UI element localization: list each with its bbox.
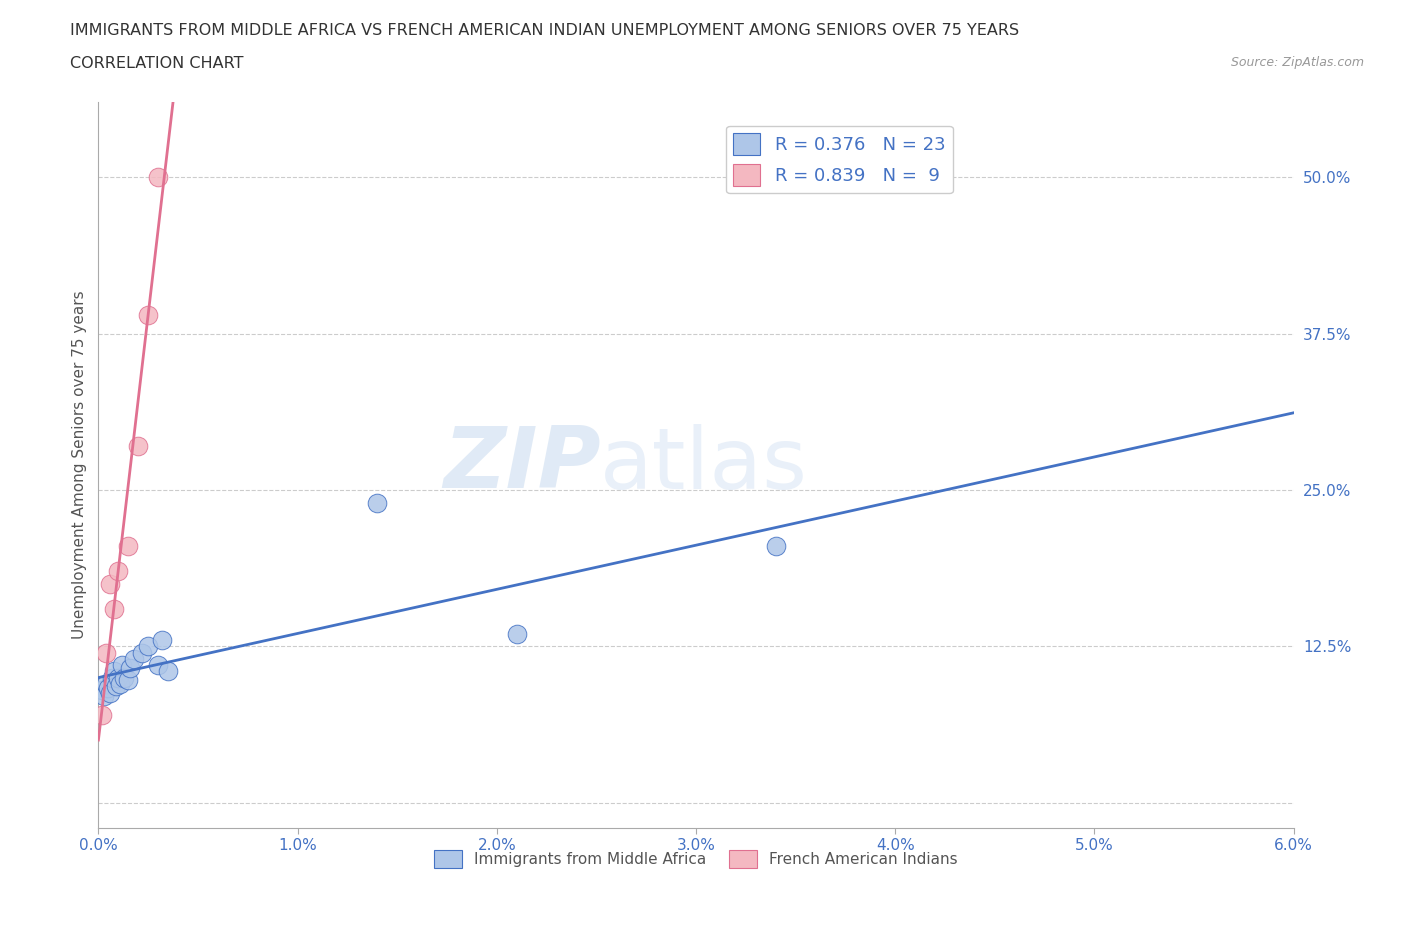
Text: CORRELATION CHART: CORRELATION CHART xyxy=(70,56,243,71)
Point xyxy=(136,639,159,654)
Point xyxy=(91,683,114,698)
Point xyxy=(96,676,118,691)
Point xyxy=(98,577,122,591)
Text: atlas: atlas xyxy=(600,423,808,507)
Point xyxy=(148,658,170,672)
Point xyxy=(148,170,170,185)
Point xyxy=(120,660,142,675)
Point xyxy=(112,671,135,685)
Point xyxy=(98,685,122,700)
Point xyxy=(93,689,115,704)
Y-axis label: Unemployment Among Seniors over 75 years: Unemployment Among Seniors over 75 years xyxy=(72,291,87,639)
Point xyxy=(110,676,132,691)
Point xyxy=(366,495,388,510)
Point xyxy=(136,308,159,323)
Point xyxy=(111,658,134,672)
Point xyxy=(157,664,180,679)
Point xyxy=(103,664,125,679)
Text: ZIP: ZIP xyxy=(443,423,600,507)
Point xyxy=(107,564,129,578)
Text: IMMIGRANTS FROM MIDDLE AFRICA VS FRENCH AMERICAN INDIAN UNEMPLOYMENT AMONG SENIO: IMMIGRANTS FROM MIDDLE AFRICA VS FRENCH … xyxy=(70,23,1019,38)
Point xyxy=(96,645,118,660)
Point xyxy=(765,538,787,553)
Point xyxy=(97,680,120,695)
Point xyxy=(150,632,173,647)
Point xyxy=(127,439,149,454)
Point xyxy=(105,679,128,694)
Point xyxy=(117,538,139,553)
Point xyxy=(103,602,125,617)
Legend: Immigrants from Middle Africa, French American Indians: Immigrants from Middle Africa, French Am… xyxy=(429,844,963,874)
Point xyxy=(91,708,114,723)
Point xyxy=(101,671,124,685)
Point xyxy=(131,645,153,660)
Point xyxy=(124,651,146,666)
Point xyxy=(117,672,139,687)
Point xyxy=(506,627,529,642)
Point xyxy=(107,671,129,685)
Text: Source: ZipAtlas.com: Source: ZipAtlas.com xyxy=(1230,56,1364,69)
